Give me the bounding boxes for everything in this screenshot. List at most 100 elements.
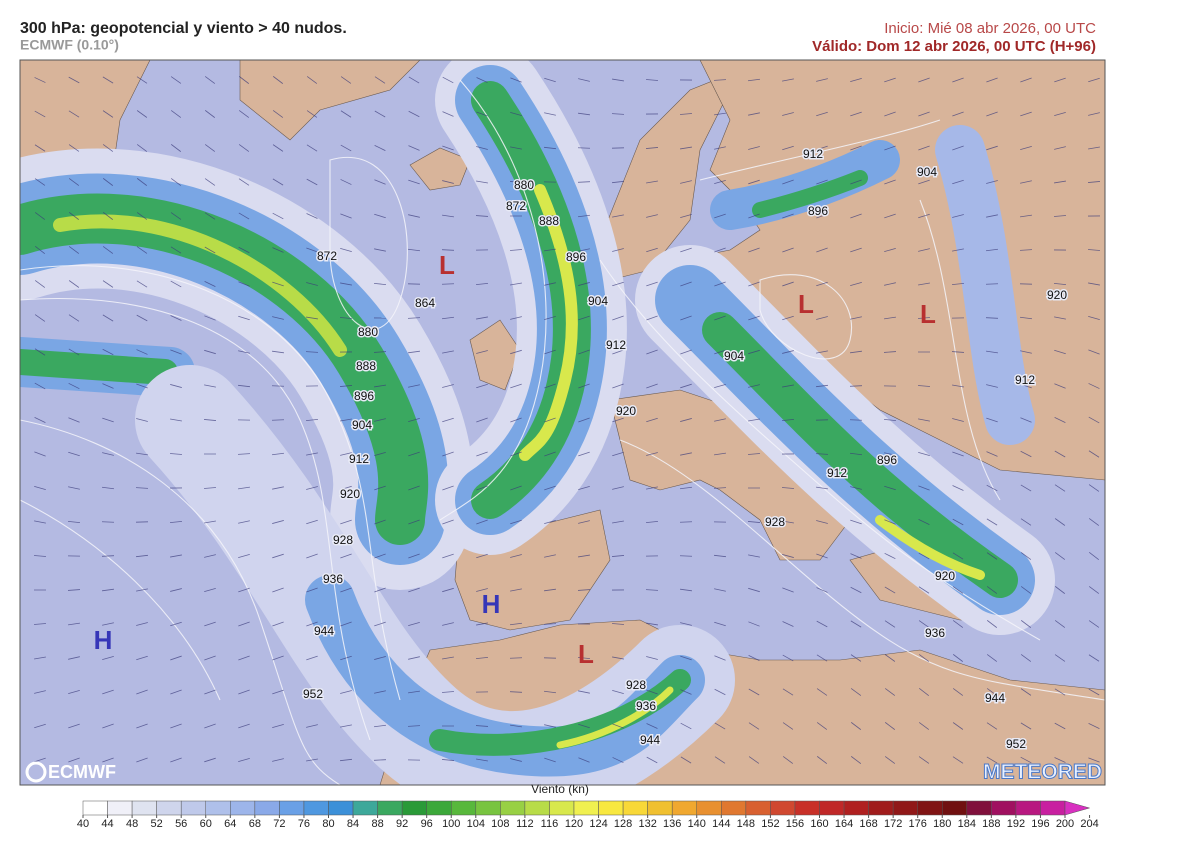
wind-arrow <box>102 144 114 152</box>
wind-arrow <box>543 215 557 217</box>
wind-arrow <box>272 655 284 661</box>
wind-arrow <box>238 486 250 490</box>
wind-arrow <box>611 113 625 115</box>
wind-arrow <box>646 247 658 253</box>
wind-arrow <box>612 383 624 389</box>
wind-arrow <box>646 315 658 321</box>
wind-arrow <box>203 419 217 421</box>
wind-arrow <box>918 213 930 219</box>
wind-arrow <box>238 350 250 354</box>
wind-arrow <box>1088 620 1100 628</box>
wind-arrow <box>170 315 182 321</box>
wind-arrow <box>918 586 930 594</box>
wind-arrow <box>986 417 998 423</box>
wind-arrow <box>374 553 386 559</box>
wind-arrow <box>816 587 828 593</box>
colorbar-tick-label: 60 <box>200 818 212 830</box>
wind-arrow <box>646 452 658 456</box>
wind-arrow <box>714 281 726 287</box>
wind-arrow <box>816 688 828 696</box>
wind-arrow <box>679 521 693 523</box>
colorbar-swatch <box>696 800 722 816</box>
wind-arrow <box>136 76 148 84</box>
wind-arrow <box>272 144 284 152</box>
wind-arrow <box>1019 249 1033 251</box>
jet-streams <box>20 60 1055 785</box>
colorbar-swatch <box>770 800 796 816</box>
wind-arrow <box>544 757 556 763</box>
wind-arrow <box>238 553 250 559</box>
wind-arrow <box>373 759 387 761</box>
wind-arrow <box>612 214 624 218</box>
wind-arrow <box>408 621 420 627</box>
wind-arrow <box>544 77 556 83</box>
wind-arrow <box>918 179 930 185</box>
wind-arrow <box>952 248 964 252</box>
wind-arrow <box>408 587 420 593</box>
wind-arrow <box>680 383 692 389</box>
wind-arrow <box>272 723 284 729</box>
wind-arrow <box>306 519 318 525</box>
wind-arrow <box>612 689 624 695</box>
wind-arrow <box>1088 688 1100 696</box>
contour-label: 896 <box>354 389 374 403</box>
wind-arrow <box>952 722 964 730</box>
contour-label: 936 <box>925 626 945 640</box>
wind-arrow <box>680 655 692 661</box>
wind-arrow <box>1054 416 1066 424</box>
wind-arrow <box>543 146 557 150</box>
logo-meteored: METEORED <box>983 761 1102 784</box>
wind-arrow <box>680 418 692 422</box>
wind-arrow <box>170 110 182 118</box>
wind-arrow <box>816 281 828 287</box>
wind-arrow <box>918 282 930 286</box>
wind-arrow <box>339 385 353 387</box>
wind-arrow <box>952 111 964 117</box>
wind-arrow <box>986 214 998 218</box>
colorbar-tick-label: 88 <box>371 818 383 830</box>
wind-arrow <box>986 586 998 594</box>
wind-arrow <box>578 485 590 491</box>
wind-arrow <box>782 621 794 627</box>
wind-arrow <box>34 382 46 390</box>
wind-arrow <box>136 144 148 152</box>
wind-arrow <box>237 453 251 455</box>
colorbar-tick-label: 96 <box>421 818 433 830</box>
contour-label: 864 <box>415 296 435 310</box>
wind-arrow <box>543 690 557 694</box>
wind-arrow <box>442 145 454 151</box>
wind-arrow <box>374 144 386 152</box>
wind-arrow <box>1088 316 1100 320</box>
wind-arrow <box>408 214 420 218</box>
wind-arrow <box>952 586 964 594</box>
wind-arrow <box>136 418 148 422</box>
wind-arrow <box>952 485 964 491</box>
wind-arrow <box>646 756 658 764</box>
wind-arrow <box>169 521 183 523</box>
colorbar-tick-label: 100 <box>442 818 460 830</box>
wind-arrow <box>510 554 522 558</box>
wind-arrow <box>442 553 454 559</box>
wind-arrow <box>1020 214 1032 218</box>
wind-arrow <box>306 144 318 152</box>
wind-arrow <box>952 620 964 628</box>
wind-arrow <box>748 179 760 185</box>
wind-arrow <box>306 282 318 286</box>
wind-arrow <box>713 79 727 81</box>
wind-arrow <box>509 181 523 183</box>
wind-arrow <box>476 588 488 592</box>
wind-arrow <box>442 180 454 184</box>
wind-arrow <box>544 588 556 592</box>
wind-arrow <box>340 76 352 84</box>
wind-arrow <box>951 351 965 353</box>
wind-arrow <box>748 146 760 150</box>
wind-arrow <box>714 112 726 116</box>
wind-arrow <box>68 757 80 763</box>
contour-label: 904 <box>917 165 937 179</box>
wind-arrow <box>782 112 794 116</box>
colorbar-tick-label: 76 <box>298 818 310 830</box>
wind-arrow <box>1020 620 1032 628</box>
wind-arrow <box>884 282 896 286</box>
colorbar-swatch <box>401 800 427 816</box>
wind-arrow <box>782 520 794 524</box>
